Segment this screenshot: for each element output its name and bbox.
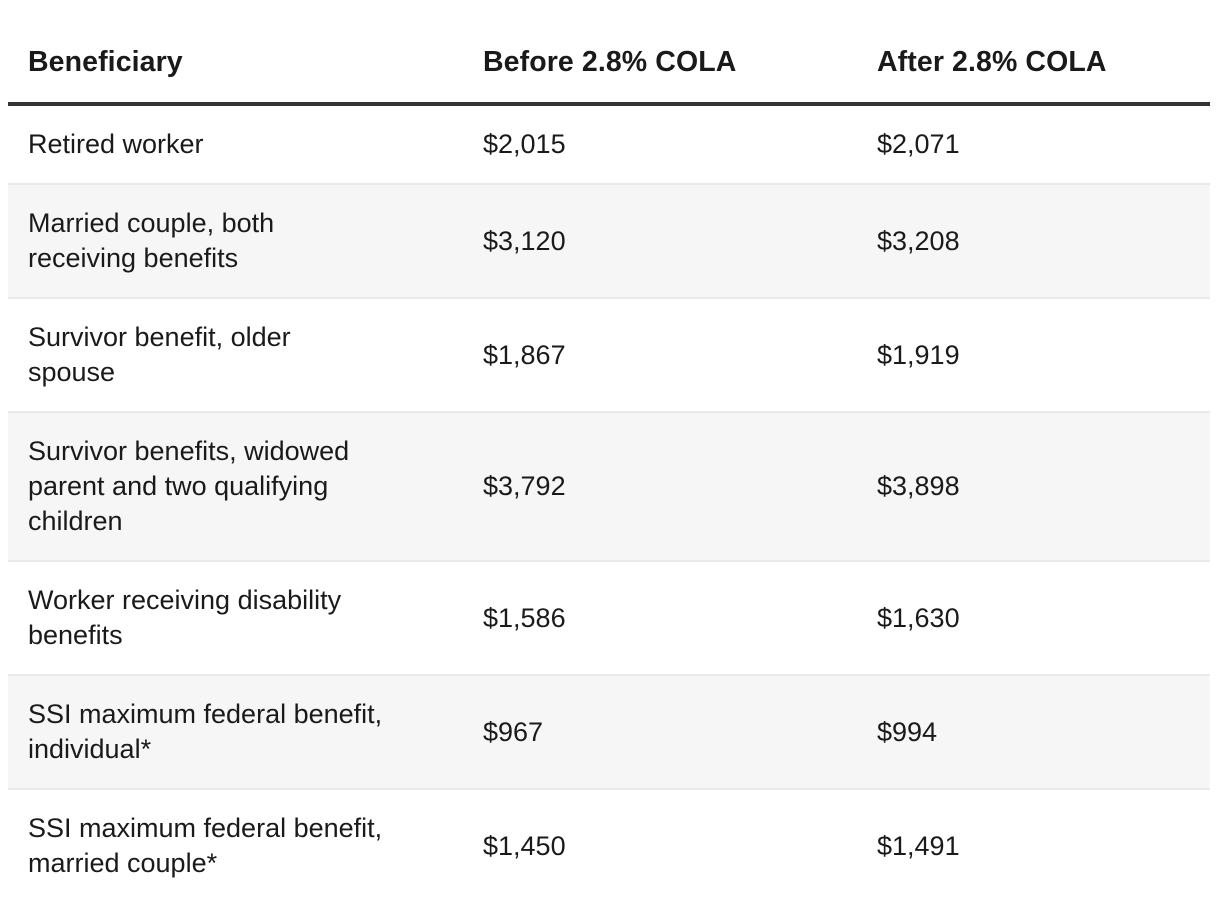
after-cola-cell: $1,491 [877,830,960,861]
after-cola-cell: $2,071 [877,129,960,159]
table-body: Retired worker $2,015 $2,071 Married cou… [8,104,1210,902]
before-cola-cell: $1,450 [483,830,566,861]
table-header: Beneficiary Before 2.8% COLA After 2.8% … [8,26,1210,106]
header-beneficiary: Beneficiary [8,26,483,106]
after-cola-cell: $3,898 [877,471,960,501]
before-cola-cell: $967 [483,716,544,747]
table-row: Retired worker $2,015 $2,071 [8,104,1210,184]
before-cola-cell: $3,120 [483,225,566,256]
table-row: SSI maximum federal benefit, married cou… [8,789,1210,902]
table-row: SSI maximum federal benefit, individual*… [8,675,1210,789]
before-cola-cell: $2,015 [483,129,566,159]
beneficiary-cell: SSI maximum federal benefit, individual* [28,699,383,764]
table-row: Worker receiving disability benefits $1,… [8,561,1210,675]
after-cola-cell: $3,208 [877,225,960,256]
cola-benefits-table: Beneficiary Before 2.8% COLA After 2.8% … [8,26,1210,902]
beneficiary-cell: Survivor benefit, older spouse [28,322,291,387]
header-before-cola: Before 2.8% COLA [483,26,877,106]
header-row: Beneficiary Before 2.8% COLA After 2.8% … [8,26,1210,106]
table-row: Survivor benefits, widowed parent and tw… [8,412,1210,561]
beneficiary-cell: Married couple, both receiving benefits [28,208,275,273]
beneficiary-cell: Retired worker [28,129,204,159]
after-cola-cell: $1,630 [877,602,960,633]
before-cola-cell: $1,867 [483,339,566,370]
after-cola-cell: $1,919 [877,339,960,370]
beneficiary-cell: Worker receiving disability benefits [28,585,342,650]
after-cola-cell: $994 [877,716,938,747]
before-cola-cell: $3,792 [483,471,566,501]
beneficiary-cell: Survivor benefits, widowed parent and tw… [28,436,350,536]
table-row: Survivor benefit, older spouse $1,867 $1… [8,298,1210,412]
header-after-cola: After 2.8% COLA [877,26,1210,106]
table-row: Married couple, both receiving benefits … [8,184,1210,298]
before-cola-cell: $1,586 [483,602,566,633]
beneficiary-cell: SSI maximum federal benefit, married cou… [28,813,383,878]
